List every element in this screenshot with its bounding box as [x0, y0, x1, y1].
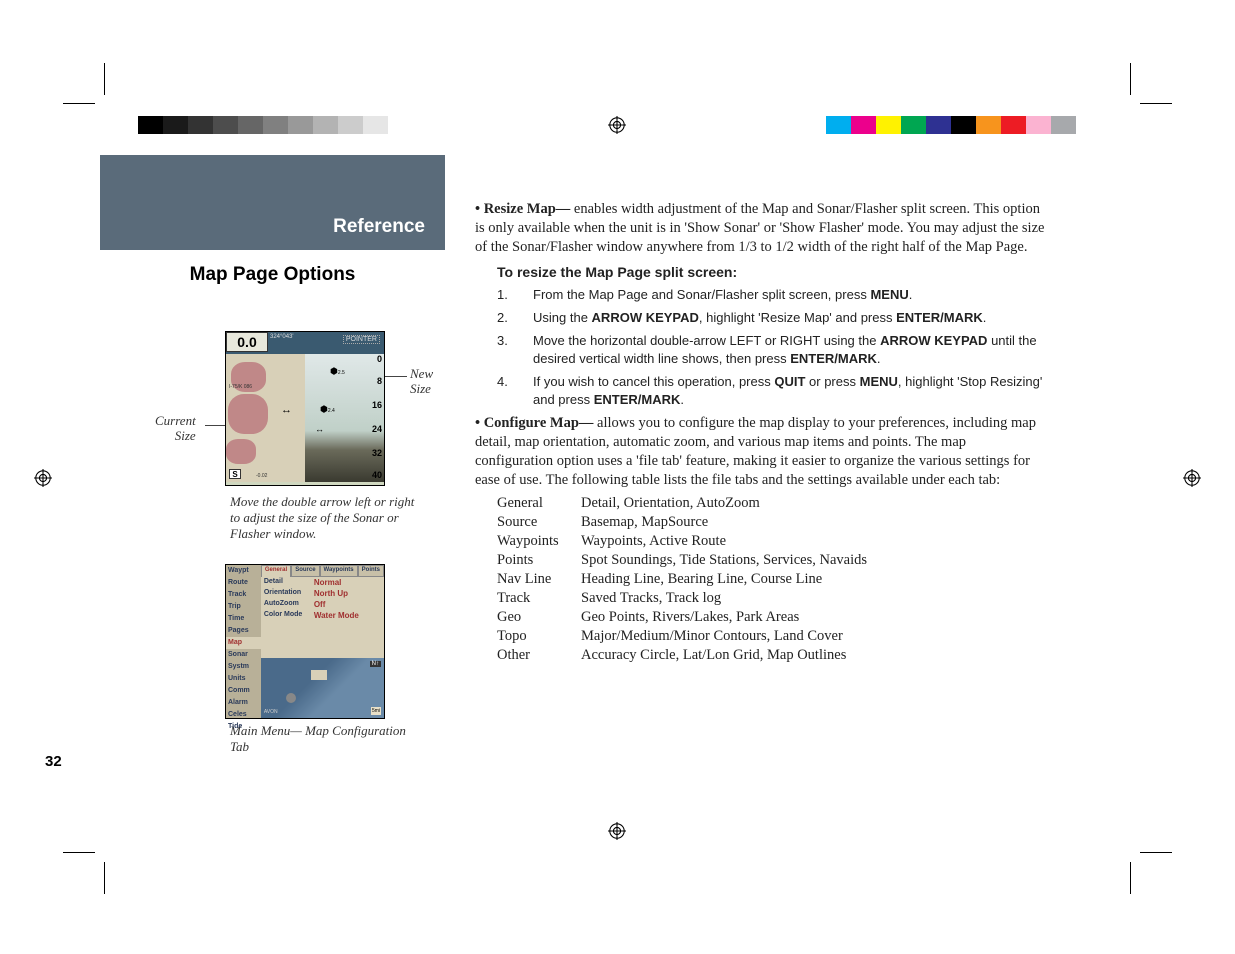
config-table-row: WaypointsWaypoints, Active Route: [497, 532, 1045, 551]
callout-new-size: NewSize: [410, 366, 433, 396]
crop-mark: [1130, 63, 1131, 95]
crop-mark: [104, 63, 105, 95]
crop-mark: [1140, 103, 1172, 104]
crop-mark: [1140, 852, 1172, 853]
map-pane: I-75/K 086 -0.02 S: [226, 354, 305, 482]
grayscale-calibration-bar: [138, 116, 388, 134]
north-icon: N↑: [370, 661, 381, 667]
config-table-row: OtherAccuracy Circle, Lat/Lon Grid, Map …: [497, 646, 1045, 665]
menu-side-item: Map: [226, 637, 261, 649]
section-title: Map Page Options: [100, 264, 445, 286]
menu-setting-row: DetailNormal: [261, 577, 384, 588]
sonar-scale: 8: [377, 376, 382, 386]
device-screenshot-menu: WayptRouteTrackTripTimePagesMapSonarSyst…: [225, 564, 385, 719]
config-table-row: SourceBasemap, MapSource: [497, 513, 1045, 532]
config-table-row: GeoGeo Points, Rivers/Lakes, Park Areas: [497, 608, 1045, 627]
resize-arrow-icon: ↔: [281, 404, 292, 416]
heading-readout: 324°043': [270, 334, 294, 340]
menu-side-item: Time: [226, 613, 261, 625]
config-table: GeneralDetail, Orientation, AutoZoomSour…: [497, 494, 1045, 665]
registration-mark-right: [1183, 469, 1201, 487]
menu-tab: General: [261, 565, 291, 577]
instruction-step: 1.From the Map Page and Sonar/Flasher sp…: [515, 286, 1045, 304]
main-text: • Resize Map— enables width adjustment o…: [475, 200, 1045, 665]
menu-setting-row: Color ModeWater Mode: [261, 610, 384, 621]
crop-mark: [63, 103, 95, 104]
registration-mark-left: [34, 469, 52, 487]
crop-mark: [104, 862, 105, 894]
main-menu-sidebar: WayptRouteTrackTripTimePagesMapSonarSyst…: [226, 565, 261, 718]
menu-map-preview: N↑ 5mi AVON: [261, 658, 384, 718]
registration-mark-bottom: [608, 822, 626, 840]
sonar-scale: 32: [372, 448, 382, 458]
speed-readout: 0.0: [226, 332, 268, 352]
registration-mark-top: [608, 116, 626, 134]
instruction-step: 2.Using the ARROW KEYPAD, highlight 'Res…: [515, 309, 1045, 327]
sonar-scale: 0: [377, 354, 382, 364]
info-label: AVON: [264, 709, 278, 715]
fish-icon: ⬢2.5: [330, 366, 345, 377]
menu-side-item: Units: [226, 673, 261, 685]
resize-map-paragraph: • Resize Map— enables width adjustment o…: [475, 200, 1045, 257]
callout-current-size: CurrentSize: [155, 413, 196, 443]
callout-line: [385, 376, 407, 377]
map-marker: [286, 693, 296, 703]
page-content: Reference Map Page Options CurrentSize N…: [100, 155, 1135, 795]
color-calibration-bar: [826, 116, 1076, 134]
menu-main-panel: GeneralSourceWaypointsPoints DetailNorma…: [261, 565, 384, 718]
map-label: [311, 670, 327, 680]
sonar-pane: ⬢2.5 ⬢2.4 ↔ 0 8 16 24 32 40: [305, 354, 384, 482]
menu-setting-row: OrientationNorth Up: [261, 588, 384, 599]
callout-line: [205, 425, 227, 426]
config-table-row: TrackSaved Tracks, Track log: [497, 589, 1045, 608]
config-table-row: GeneralDetail, Orientation, AutoZoom: [497, 494, 1045, 513]
fish-icon: ↔: [315, 424, 324, 434]
config-tabs: GeneralSourceWaypointsPoints: [261, 565, 384, 577]
instruction-step: 3.Move the horizontal double-arrow LEFT …: [515, 332, 1045, 368]
menu-side-item: Tide: [226, 721, 261, 733]
menu-side-item: Alarm: [226, 697, 261, 709]
page-number: 32: [45, 753, 62, 770]
crop-mark: [1130, 862, 1131, 894]
menu-side-item: Waypt: [226, 565, 261, 577]
menu-side-item: Track: [226, 589, 261, 601]
crop-mark: [63, 852, 95, 853]
figure-resize-map: CurrentSize NewSize 0.0 324°043' POINTER…: [100, 331, 445, 755]
reference-header: Reference: [100, 155, 445, 250]
menu-tab: Points: [358, 565, 384, 577]
fish-icon: ⬢2.4: [320, 404, 335, 415]
menu-side-item: Celes: [226, 709, 261, 721]
sonar-scale: 16: [372, 400, 382, 410]
menu-side-item: Pages: [226, 625, 261, 637]
configure-map-paragraph: • Configure Map— allows you to configure…: [475, 414, 1045, 490]
menu-setting-row: AutoZoomOff: [261, 599, 384, 610]
menu-side-item: Route: [226, 577, 261, 589]
config-table-row: PointsSpot Soundings, Tide Stations, Ser…: [497, 551, 1045, 570]
figure-caption: Move the double arrow left or right to a…: [230, 494, 420, 542]
menu-tab: Waypoints: [320, 565, 358, 577]
sonar-scale: 40: [372, 470, 382, 480]
scale-label: 5mi: [371, 707, 381, 715]
s-icon: S: [229, 469, 241, 479]
menu-tab: Source: [291, 565, 319, 577]
map-status: I-75/K 086: [229, 384, 252, 390]
menu-side-item: Systm: [226, 661, 261, 673]
sonar-scale: 24: [372, 424, 382, 434]
instruction-step: 4.If you wish to cancel this operation, …: [515, 373, 1045, 409]
config-table-row: TopoMajor/Medium/Minor Contours, Land Co…: [497, 627, 1045, 646]
menu-side-item: Comm: [226, 685, 261, 697]
map-zoom: -0.02: [256, 473, 267, 479]
menu-side-item: Sonar: [226, 649, 261, 661]
menu-side-item: Trip: [226, 601, 261, 613]
config-table-row: Nav LineHeading Line, Bearing Line, Cour…: [497, 570, 1045, 589]
pointer-label: POINTER: [343, 335, 380, 344]
device-screenshot: 0.0 324°043' POINTER I-75/K 086 -0.02 S …: [225, 331, 385, 486]
sidebar: Reference Map Page Options CurrentSize N…: [100, 155, 445, 755]
instruction-heading: To resize the Map Page split screen:: [497, 263, 1045, 282]
